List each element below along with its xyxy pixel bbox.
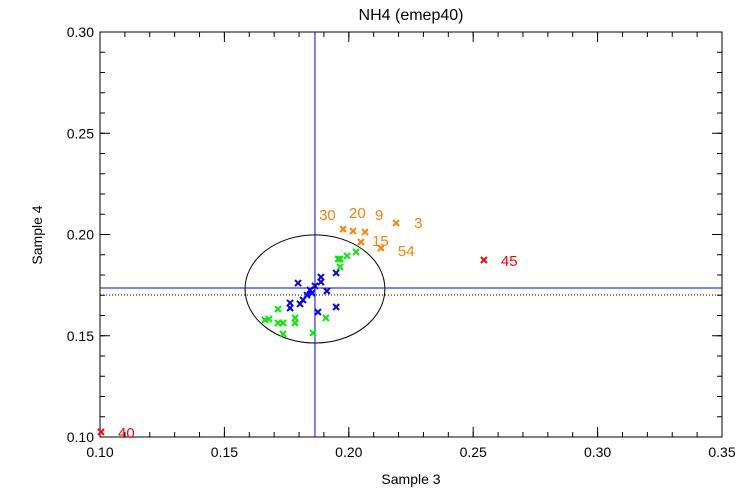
x-tick-label: 0.30 xyxy=(584,444,611,460)
point-label: 40 xyxy=(118,425,135,442)
x-axis-label: Sample 3 xyxy=(381,471,440,487)
y-tick-label: 0.30 xyxy=(67,24,94,40)
green-point-marker xyxy=(279,330,287,338)
x-tick-label: 0.25 xyxy=(460,444,487,460)
point-label: 20 xyxy=(349,205,366,222)
green-point-marker xyxy=(352,248,360,256)
blue-point-marker xyxy=(332,269,340,277)
y-axis-label: Sample 4 xyxy=(29,205,45,264)
green-point-marker xyxy=(336,255,344,263)
plot-frame xyxy=(99,31,723,438)
blue-point-marker xyxy=(296,300,304,308)
orange-point-marker xyxy=(349,227,357,235)
green-point-marker xyxy=(279,319,287,327)
point-label: 9 xyxy=(375,207,383,224)
point-label: 30 xyxy=(319,207,336,224)
orange-point-marker xyxy=(357,238,365,246)
blue-point-marker xyxy=(286,304,294,312)
chart-title: NH4 (emep40) xyxy=(359,7,464,24)
y-tick-label: 0.20 xyxy=(67,227,94,243)
green-point-marker xyxy=(334,255,342,263)
point-label: 54 xyxy=(398,243,415,260)
blue-point-marker xyxy=(323,287,331,295)
orange-point-marker xyxy=(339,225,347,233)
axes: 0.10 0.15 0.20 0.25 0.30 0.35 0.10 0.15 0.20 0.25… xyxy=(67,24,736,460)
red-point-marker xyxy=(97,428,105,436)
x-tick-label: 0.20 xyxy=(335,444,362,460)
blue-point-marker xyxy=(311,282,319,290)
point-label: 45 xyxy=(501,253,518,270)
blue-point-marker xyxy=(308,289,316,297)
x-tick-label: 0.15 xyxy=(211,444,238,460)
blue-point-marker xyxy=(314,308,322,316)
green-point-marker xyxy=(322,314,330,322)
y-tick-label: 0.10 xyxy=(67,429,94,445)
y-tick-label: 0.15 xyxy=(67,328,94,344)
green-point-marker xyxy=(291,319,299,327)
blue-point-marker xyxy=(294,279,302,287)
blue-point-marker xyxy=(332,303,340,311)
orange-point-marker xyxy=(377,244,385,252)
green-point-marker xyxy=(336,263,344,271)
green-point-marker xyxy=(274,305,282,313)
blue-point-marker xyxy=(317,278,325,286)
orange-point-marker xyxy=(392,219,400,227)
green-point-marker xyxy=(265,315,273,323)
y-tick-label: 0.25 xyxy=(67,125,94,141)
orange-point-marker xyxy=(361,228,369,236)
red-point-marker xyxy=(480,256,488,264)
green-point-marker xyxy=(309,329,317,337)
x-tick-label: 0.35 xyxy=(708,444,735,460)
point-label: 3 xyxy=(414,215,422,232)
x-tick-label: 0.10 xyxy=(86,444,113,460)
green-point-marker xyxy=(343,252,351,260)
